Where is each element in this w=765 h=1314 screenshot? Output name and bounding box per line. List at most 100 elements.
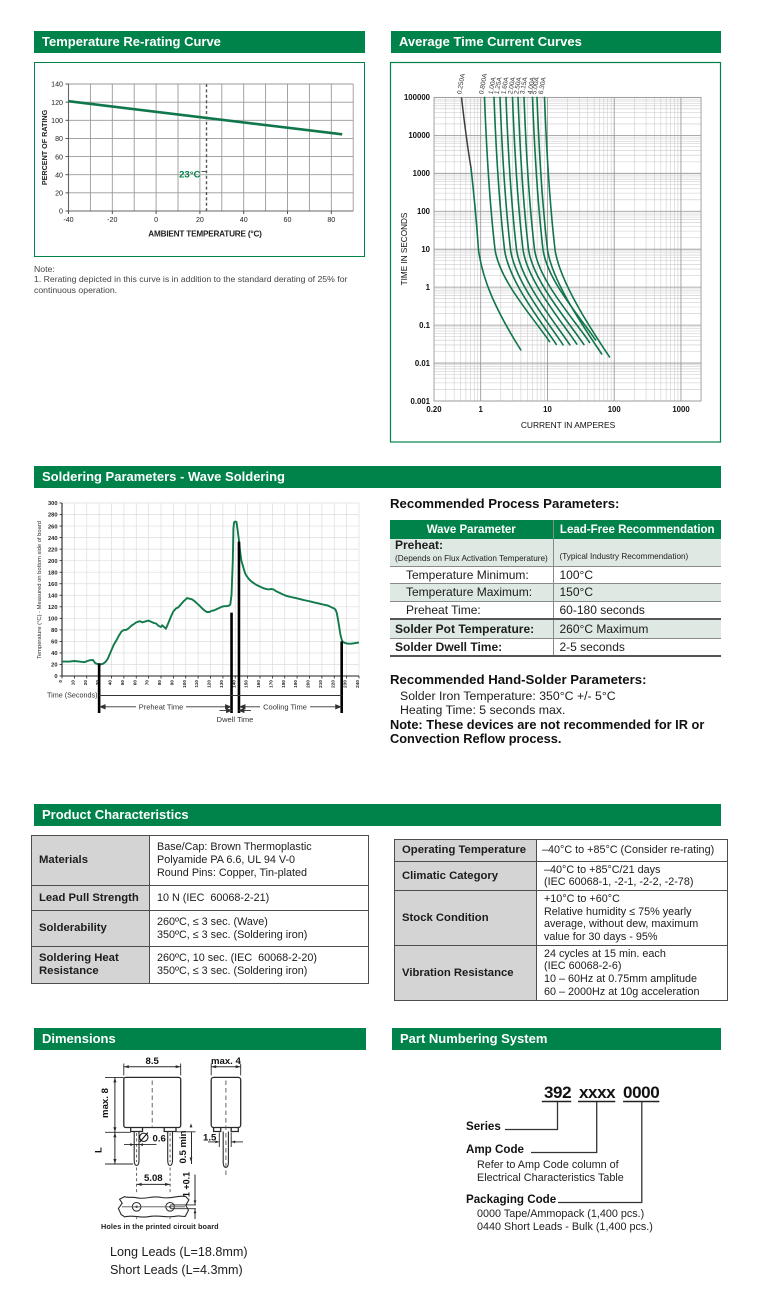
- svg-text:-40: -40: [63, 216, 73, 224]
- svg-text:220: 220: [330, 680, 335, 688]
- svg-text:Cooling Time: Cooling Time: [263, 703, 307, 712]
- svg-text:8.5: 8.5: [146, 1056, 160, 1067]
- svg-text:80: 80: [157, 680, 162, 686]
- svg-text:6.30A: 6.30A: [538, 76, 548, 95]
- svg-text:Temperature (°C) - Measured on: Temperature (°C) - Measured on bottom si…: [37, 521, 43, 659]
- svg-text:20: 20: [55, 190, 63, 198]
- svg-text:120: 120: [48, 605, 58, 611]
- svg-text:1.00A: 1.00A: [488, 76, 498, 95]
- svg-text:3.15A: 3.15A: [519, 76, 529, 95]
- svg-text:120: 120: [207, 680, 212, 688]
- svg-text:230: 230: [343, 680, 348, 688]
- svg-text:170: 170: [268, 680, 273, 688]
- svg-text:10000: 10000: [408, 131, 430, 140]
- svg-text:1 +0.1: 1 +0.1: [182, 1172, 192, 1197]
- svg-text:60: 60: [55, 153, 63, 161]
- svg-text:80: 80: [51, 628, 57, 634]
- svg-text:L: L: [94, 1147, 105, 1153]
- svg-text:70: 70: [145, 680, 150, 686]
- svg-text:0.800A: 0.800A: [478, 72, 489, 94]
- svg-text:CURRENT IN AMPERES: CURRENT IN AMPERES: [521, 420, 616, 430]
- svg-text:0: 0: [59, 208, 63, 216]
- svg-text:300: 300: [48, 501, 58, 507]
- svg-text:0.1: 0.1: [419, 321, 431, 330]
- svg-text:40: 40: [51, 651, 57, 657]
- svg-text:Preheat Time: Preheat Time: [139, 703, 184, 712]
- svg-text:200: 200: [306, 680, 311, 688]
- svg-text:190: 190: [293, 680, 298, 688]
- svg-text:10: 10: [421, 245, 430, 254]
- svg-text:5.08: 5.08: [144, 1173, 163, 1184]
- svg-text:260: 260: [48, 524, 58, 530]
- svg-text:1.5: 1.5: [203, 1133, 217, 1144]
- svg-text:240: 240: [48, 536, 58, 542]
- svg-text:160: 160: [256, 680, 261, 688]
- svg-text:140: 140: [51, 81, 63, 89]
- svg-text:100: 100: [182, 680, 187, 688]
- svg-text:220: 220: [48, 547, 58, 553]
- svg-text:1.25A: 1.25A: [494, 76, 504, 95]
- svg-text:0: 0: [154, 216, 158, 224]
- svg-text:0.001: 0.001: [410, 397, 430, 406]
- svg-text:1000: 1000: [672, 405, 690, 414]
- svg-text:23°C: 23°C: [179, 170, 201, 181]
- svg-text:0.6: 0.6: [153, 1133, 166, 1144]
- svg-text:40: 40: [240, 216, 248, 224]
- svg-text:100: 100: [417, 207, 431, 216]
- svg-text:max. 4: max. 4: [211, 1056, 242, 1067]
- svg-text:50: 50: [120, 680, 125, 686]
- svg-text:0.01: 0.01: [415, 359, 431, 368]
- svg-text:2.50A: 2.50A: [513, 76, 523, 95]
- svg-text:-20: -20: [107, 216, 117, 224]
- svg-text:max. 8: max. 8: [100, 1087, 111, 1118]
- svg-text:1000: 1000: [413, 169, 431, 178]
- svg-text:150: 150: [244, 680, 249, 688]
- svg-text:210: 210: [318, 680, 323, 688]
- svg-text:10: 10: [543, 405, 552, 414]
- svg-text:1: 1: [426, 283, 431, 292]
- svg-text:0.5 min: 0.5 min: [178, 1130, 189, 1163]
- svg-text:110: 110: [194, 680, 199, 688]
- svg-text:30: 30: [95, 680, 100, 686]
- svg-text:PERCENT OF RATING: PERCENT OF RATING: [40, 109, 49, 185]
- svg-text:100: 100: [608, 405, 622, 414]
- svg-text:80: 80: [55, 135, 63, 143]
- svg-text:2.00A: 2.00A: [507, 76, 517, 95]
- svg-text:0.250A: 0.250A: [456, 72, 467, 94]
- svg-text:0: 0: [54, 674, 57, 680]
- svg-text:140: 140: [231, 680, 236, 688]
- svg-text:20: 20: [196, 216, 204, 224]
- svg-text:0: 0: [58, 680, 63, 683]
- svg-text:240: 240: [355, 680, 360, 688]
- svg-text:5.00A: 5.00A: [531, 76, 541, 95]
- svg-text:140: 140: [48, 593, 58, 599]
- svg-text:60: 60: [132, 680, 137, 686]
- svg-text:130: 130: [219, 680, 224, 688]
- svg-text:Dwell Time: Dwell Time: [217, 715, 254, 724]
- svg-text:120: 120: [51, 99, 63, 107]
- svg-text:180: 180: [281, 680, 286, 688]
- svg-text:100: 100: [51, 117, 63, 125]
- svg-text:AMBIENT TEMPERATURE (°C): AMBIENT TEMPERATURE (°C): [148, 230, 262, 239]
- svg-text:200: 200: [48, 559, 58, 565]
- svg-text:4.00A: 4.00A: [527, 76, 537, 95]
- svg-text:100000: 100000: [404, 93, 431, 102]
- svg-text:Time (Seconds): Time (Seconds): [47, 691, 97, 700]
- svg-text:0.20: 0.20: [426, 405, 442, 414]
- svg-text:180: 180: [48, 570, 58, 576]
- svg-text:40: 40: [55, 171, 63, 179]
- svg-text:280: 280: [48, 513, 58, 519]
- svg-text:TIME IN SECONDS: TIME IN SECONDS: [400, 212, 409, 285]
- svg-text:1: 1: [479, 405, 484, 414]
- svg-text:60: 60: [284, 216, 292, 224]
- svg-text:1.60A: 1.60A: [500, 76, 510, 95]
- svg-text:80: 80: [327, 216, 335, 224]
- svg-text:100: 100: [48, 617, 58, 623]
- svg-text:60: 60: [51, 640, 57, 646]
- svg-text:10: 10: [70, 680, 75, 686]
- svg-text:20: 20: [51, 663, 57, 669]
- svg-text:90: 90: [169, 680, 174, 686]
- svg-text:40: 40: [108, 680, 113, 686]
- svg-text:20: 20: [83, 680, 88, 686]
- svg-text:160: 160: [48, 582, 58, 588]
